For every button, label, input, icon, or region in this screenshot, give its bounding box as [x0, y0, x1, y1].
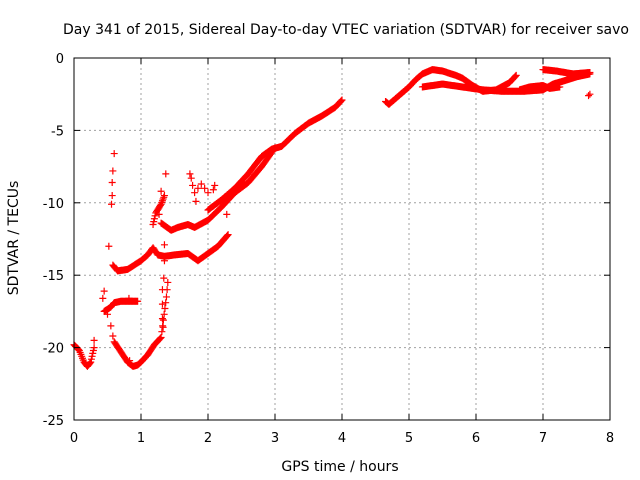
x-tick-label: 7	[539, 431, 547, 446]
data-point-scatter-points	[162, 170, 170, 178]
x-tick-label: 4	[338, 431, 346, 446]
data-point-scatter-points	[201, 184, 209, 192]
data-point-scatter-points	[100, 287, 108, 295]
data-point-scatter-points	[158, 315, 166, 323]
data-point-arc-c	[162, 293, 170, 301]
data-point-scatter-points	[160, 241, 168, 249]
data-point-arc-h	[512, 71, 520, 79]
y-tick-label: -5	[51, 124, 64, 139]
y-tick-label: 0	[56, 52, 64, 67]
data-point-scatter-points	[159, 323, 167, 331]
data-point-scatter-points	[157, 187, 165, 195]
data-point-arc-d	[223, 232, 231, 240]
data-point-scatter-points	[194, 184, 202, 192]
data-point-scatter-points	[197, 180, 205, 188]
data-point-arc-d	[224, 231, 232, 239]
data-point-arc-g	[337, 97, 345, 105]
x-tick-label: 5	[405, 431, 413, 446]
data-points	[70, 66, 594, 370]
chart-title: Day 341 of 2015, Sidereal Day-to-day VTE…	[63, 22, 629, 38]
data-point-arc-f	[156, 201, 164, 209]
data-point-scatter-points	[158, 300, 166, 308]
data-point-arc-c	[156, 334, 164, 342]
data-point-scatter-points	[109, 332, 117, 340]
data-point-arc-b	[134, 297, 142, 305]
data-point-arc-a	[90, 344, 98, 352]
data-point-scatter-points	[109, 167, 117, 175]
y-tick-label: -15	[43, 269, 64, 284]
data-point-arc-j	[556, 83, 564, 91]
x-tick-label: 0	[70, 431, 78, 446]
data-point-scatter-points	[187, 174, 195, 182]
data-point-scatter-points	[211, 181, 219, 189]
data-point-scatter-points	[99, 294, 107, 302]
data-point-scatter-points	[160, 257, 168, 265]
data-point-scatter-points	[160, 274, 168, 282]
data-point-scatter-points	[158, 286, 166, 294]
y-tick-label: -20	[43, 342, 64, 357]
data-point-arc-c	[159, 316, 167, 324]
data-point-arc-c	[156, 335, 164, 343]
data-point-arc-c	[161, 305, 169, 313]
x-tick-label: 2	[204, 431, 212, 446]
data-point-arc-h	[511, 72, 519, 80]
x-tick-label: 1	[137, 431, 145, 446]
data-point-arc-k	[586, 68, 594, 76]
data-point-arc-g	[338, 96, 346, 104]
data-point-scatter-points	[186, 170, 194, 178]
data-point-arc-c	[157, 333, 165, 341]
data-point-arc-c	[164, 278, 172, 286]
grid-lines	[74, 58, 610, 420]
data-point-arc-a	[86, 359, 94, 367]
data-point-scatter-points	[107, 322, 115, 330]
x-tick-label: 6	[472, 431, 480, 446]
x-tick-label: 3	[271, 431, 279, 446]
data-point-scatter-points	[204, 189, 212, 197]
data-point-scatter-points	[586, 90, 594, 98]
data-point-scatter-points	[189, 181, 197, 189]
data-point-arc-f	[160, 192, 168, 200]
data-point-scatter-points	[108, 179, 116, 187]
data-point-arc-c	[158, 328, 166, 336]
axis-ticks: 0 1 2 3 4 5 6 7 8 -25 -20 -15 -10 -5 0	[43, 52, 614, 446]
y-tick-label: -25	[43, 414, 64, 429]
y-tick-label: -10	[43, 197, 64, 212]
data-point-scatter-points	[108, 192, 116, 200]
y-axis-label: SDTVAR / TECUs	[6, 181, 22, 296]
data-point-scatter-points	[126, 357, 134, 365]
data-point-arc-a	[74, 345, 82, 353]
data-point-scatter-points	[104, 310, 111, 318]
data-point-scatter-points	[223, 210, 231, 218]
data-point-scatter-points	[108, 200, 116, 208]
data-point-arc-g	[337, 98, 345, 106]
data-point-arc-h	[511, 73, 519, 81]
x-tick-label: 8	[606, 431, 614, 446]
data-point-scatter-points	[125, 294, 133, 302]
data-point-scatter-points	[155, 210, 163, 218]
x-axis-label: GPS time / hours	[281, 459, 398, 475]
data-point-scatter-points	[192, 197, 200, 205]
data-point-arc-a	[90, 336, 98, 344]
data-point-arc-c	[162, 299, 170, 307]
data-point-scatter-points	[191, 189, 199, 197]
data-point-arc-c	[160, 310, 168, 318]
data-point-scatter-points	[585, 92, 593, 100]
data-point-scatter-points	[110, 150, 118, 158]
data-point-scatter-points	[105, 242, 113, 250]
data-point-scatter-points	[209, 186, 217, 194]
